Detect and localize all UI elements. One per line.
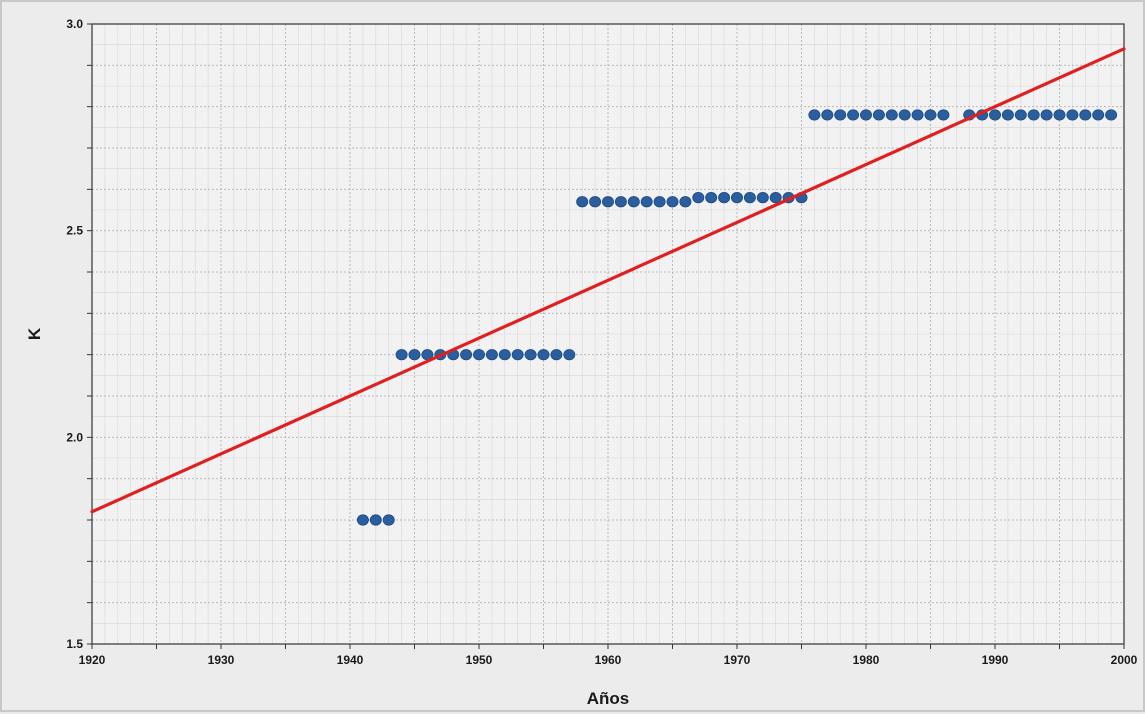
data-point — [899, 110, 910, 120]
data-point — [809, 110, 820, 120]
y-tick-labels: 1.5 2.0 2.5 3.0 — [66, 17, 83, 651]
data-point — [1002, 110, 1013, 120]
data-point — [1041, 110, 1052, 120]
data-point — [602, 197, 613, 207]
data-point — [835, 110, 846, 120]
data-point — [551, 349, 562, 359]
data-point — [1028, 110, 1039, 120]
data-point — [370, 515, 381, 525]
data-point — [989, 110, 1000, 120]
x-tick-label: 1950 — [466, 653, 493, 667]
data-point — [873, 110, 884, 120]
data-point — [1093, 110, 1104, 120]
data-point — [1067, 110, 1078, 120]
data-point — [719, 192, 730, 202]
data-point — [383, 515, 394, 525]
y-tick-label: 2.0 — [66, 430, 83, 444]
data-point — [1054, 110, 1065, 120]
data-point — [1106, 110, 1117, 120]
data-point — [357, 515, 368, 525]
data-point — [461, 349, 472, 359]
x-axis-title: Años — [587, 689, 630, 708]
data-point — [822, 110, 833, 120]
data-point — [409, 349, 420, 359]
x-tick-label: 1940 — [337, 653, 364, 667]
y-tick-label: 3.0 — [66, 17, 83, 31]
x-tick-label: 2000 — [1111, 653, 1138, 667]
data-point — [938, 110, 949, 120]
data-point — [577, 197, 588, 207]
data-point — [512, 349, 523, 359]
data-point — [680, 197, 691, 207]
data-point — [615, 197, 626, 207]
data-point — [538, 349, 549, 359]
data-point — [925, 110, 936, 120]
data-point — [628, 197, 639, 207]
data-point — [1080, 110, 1091, 120]
data-point — [770, 192, 781, 202]
data-point — [912, 110, 923, 120]
data-point — [744, 192, 755, 202]
data-point — [590, 197, 601, 207]
data-point — [396, 349, 407, 359]
data-point — [757, 192, 768, 202]
data-point — [860, 110, 871, 120]
data-point — [1015, 110, 1026, 120]
x-tick-label: 1990 — [982, 653, 1009, 667]
x-tick-labels: 1920 1930 1940 1950 1960 1970 1980 1990 2000 — [79, 653, 1138, 667]
data-point — [564, 349, 575, 359]
x-tick-label: 1960 — [595, 653, 622, 667]
data-point — [731, 192, 742, 202]
y-axis-title: K — [25, 327, 44, 340]
data-point — [473, 349, 484, 359]
x-tick-label: 1980 — [853, 653, 880, 667]
data-point — [525, 349, 536, 359]
data-point — [486, 349, 497, 359]
data-point — [667, 197, 678, 207]
data-point — [886, 110, 897, 120]
data-point — [848, 110, 859, 120]
x-tick-label: 1920 — [79, 653, 106, 667]
y-tick-label: 2.5 — [66, 224, 83, 238]
data-point — [641, 197, 652, 207]
data-point — [499, 349, 510, 359]
x-tick-label: 1970 — [724, 653, 751, 667]
data-point — [654, 197, 665, 207]
data-point — [693, 192, 704, 202]
data-point — [706, 192, 717, 202]
y-tick-label: 1.5 — [66, 637, 83, 651]
x-tick-label: 1930 — [208, 653, 235, 667]
